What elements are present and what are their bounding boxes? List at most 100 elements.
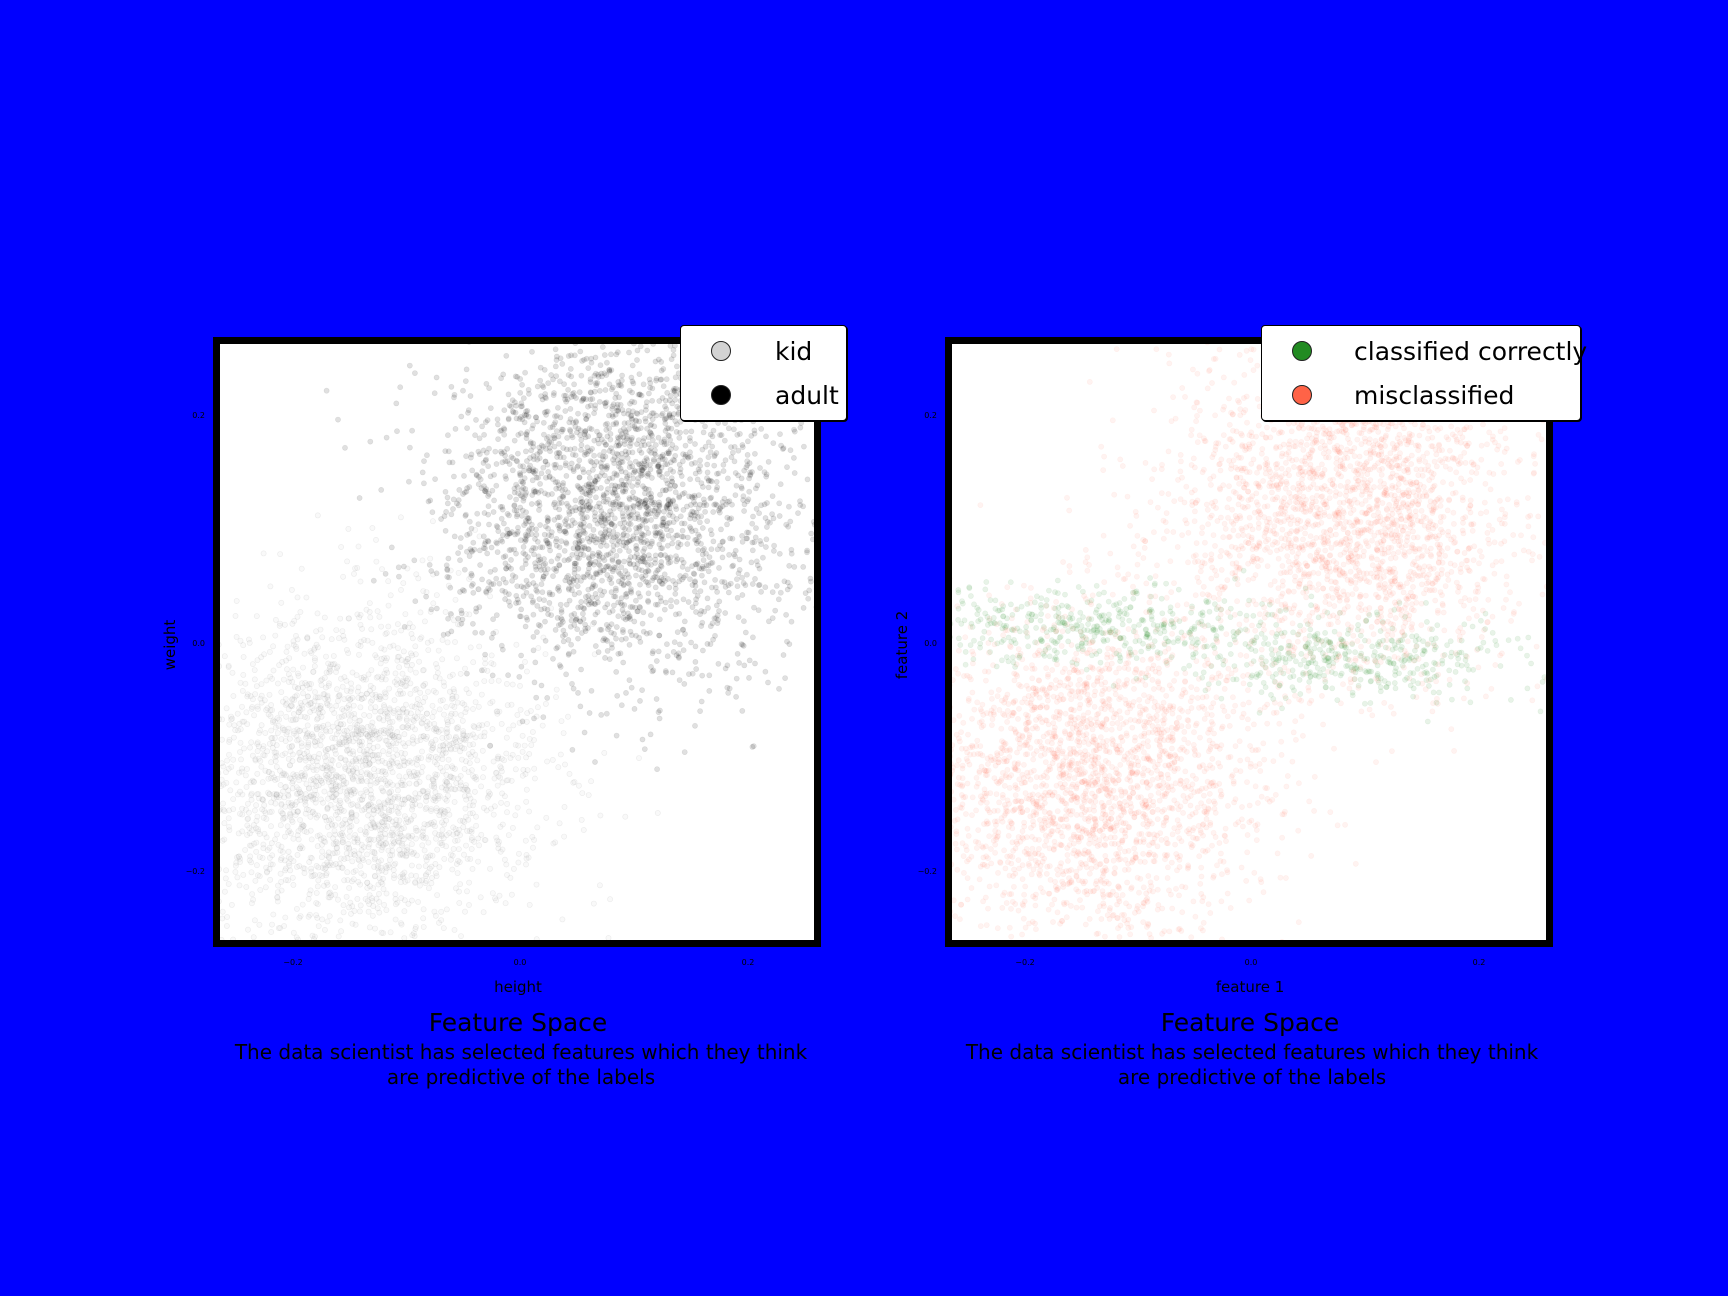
data-point bbox=[454, 837, 461, 844]
data-point bbox=[239, 828, 246, 835]
data-point bbox=[604, 478, 611, 485]
data-point bbox=[414, 696, 421, 702]
data-point bbox=[239, 687, 246, 694]
data-point bbox=[640, 381, 647, 388]
data-point bbox=[653, 696, 660, 702]
data-point bbox=[464, 786, 471, 793]
data-point bbox=[609, 403, 616, 410]
data-point bbox=[444, 500, 451, 507]
data-point bbox=[605, 935, 612, 940]
data-point bbox=[442, 782, 449, 788]
data-point bbox=[291, 773, 298, 780]
data-point bbox=[404, 656, 411, 662]
data-point bbox=[423, 735, 430, 742]
data-point bbox=[378, 623, 384, 630]
data-point bbox=[324, 862, 331, 868]
data-point bbox=[722, 665, 729, 672]
data-point bbox=[335, 896, 341, 903]
data-point bbox=[324, 701, 331, 708]
data-point bbox=[488, 660, 495, 666]
data-point bbox=[763, 433, 769, 440]
data-point bbox=[462, 908, 468, 915]
data-point bbox=[606, 425, 613, 432]
data-point bbox=[346, 717, 353, 724]
data-point bbox=[506, 402, 513, 409]
data-point bbox=[298, 769, 305, 776]
data-point bbox=[433, 592, 440, 598]
data-point bbox=[452, 639, 458, 645]
data-point bbox=[579, 790, 586, 796]
data-point bbox=[722, 610, 729, 616]
data-point bbox=[406, 444, 413, 451]
data-point bbox=[323, 669, 330, 676]
data-point bbox=[413, 873, 419, 879]
data-point bbox=[357, 827, 364, 833]
data-point bbox=[467, 856, 474, 862]
data-point bbox=[512, 574, 519, 580]
data-point bbox=[539, 575, 546, 582]
data-point bbox=[383, 630, 390, 636]
data-point bbox=[237, 726, 244, 733]
data-point bbox=[602, 387, 609, 393]
data-point bbox=[399, 871, 406, 878]
data-point bbox=[253, 839, 260, 846]
data-point bbox=[350, 738, 357, 745]
data-point bbox=[231, 722, 238, 729]
data-point bbox=[247, 693, 254, 700]
data-point bbox=[378, 785, 385, 791]
data-point bbox=[265, 711, 272, 718]
data-point bbox=[339, 825, 346, 832]
data-point bbox=[412, 924, 419, 930]
data-point bbox=[608, 589, 615, 595]
data-point bbox=[697, 457, 703, 464]
data-point bbox=[451, 703, 458, 710]
data-point bbox=[428, 819, 434, 826]
data-point bbox=[253, 613, 260, 619]
data-point bbox=[688, 493, 695, 500]
data-point bbox=[269, 707, 275, 713]
data-point bbox=[370, 806, 377, 813]
data-point bbox=[652, 601, 659, 608]
data-point bbox=[432, 861, 439, 867]
data-point bbox=[340, 902, 347, 909]
data-point bbox=[431, 708, 437, 715]
data-point bbox=[708, 546, 715, 553]
data-point bbox=[614, 401, 621, 408]
data-point bbox=[343, 790, 350, 797]
data-point bbox=[484, 721, 490, 727]
data-point bbox=[517, 682, 523, 689]
data-point bbox=[518, 606, 525, 613]
data-point bbox=[650, 456, 657, 463]
data-point bbox=[337, 721, 344, 727]
data-point bbox=[505, 832, 512, 838]
data-point bbox=[246, 830, 253, 837]
data-point bbox=[497, 448, 504, 455]
data-point bbox=[652, 442, 659, 448]
data-point bbox=[251, 779, 257, 785]
data-point bbox=[674, 556, 681, 562]
data-point bbox=[672, 590, 679, 597]
data-point bbox=[386, 685, 392, 692]
data-point bbox=[367, 438, 374, 445]
data-point bbox=[450, 846, 457, 852]
data-point bbox=[502, 588, 509, 595]
data-point bbox=[606, 576, 613, 583]
data-point bbox=[402, 611, 409, 617]
data-point bbox=[386, 789, 393, 796]
data-point bbox=[490, 509, 497, 515]
data-point bbox=[341, 728, 348, 734]
data-point bbox=[353, 817, 360, 824]
data-point bbox=[314, 610, 321, 617]
data-point bbox=[220, 663, 222, 669]
data-point bbox=[702, 443, 709, 450]
data-point bbox=[232, 727, 239, 733]
data-point bbox=[428, 863, 435, 870]
data-point bbox=[230, 734, 237, 741]
data-point bbox=[664, 389, 671, 396]
data-point bbox=[565, 713, 571, 720]
data-point bbox=[478, 783, 484, 790]
data-point bbox=[323, 387, 330, 394]
data-point bbox=[474, 757, 481, 764]
data-point bbox=[601, 472, 608, 479]
data-point bbox=[450, 831, 457, 838]
